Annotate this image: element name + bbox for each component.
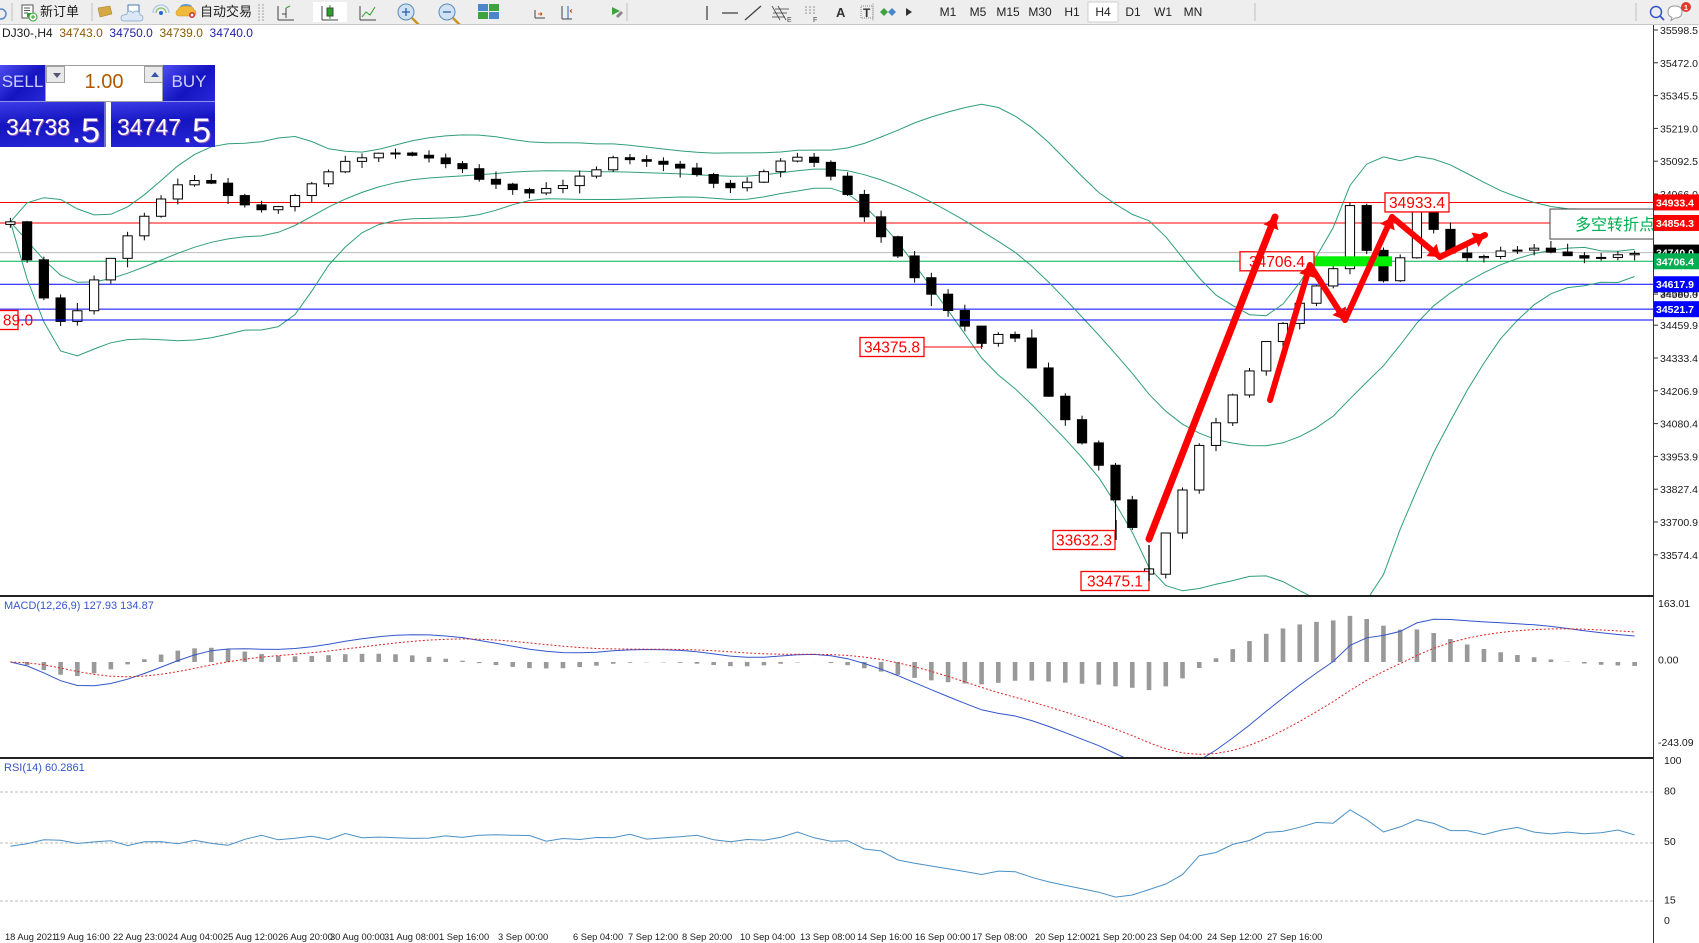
svg-text:33700.9: 33700.9 [1660,517,1698,529]
svg-text:8 Sep 20:00: 8 Sep 20:00 [682,932,732,942]
svg-text:34206.9: 34206.9 [1660,386,1698,398]
svg-text:50: 50 [1664,836,1676,848]
svg-text:34333.4: 34333.4 [1660,353,1698,365]
svg-text:27 Sep 16:00: 27 Sep 16:00 [1267,932,1322,942]
svg-text:新订单: 新订单 [40,4,79,19]
svg-text:3 Sep 00:00: 3 Sep 00:00 [498,932,548,942]
svg-text:33574.4: 33574.4 [1660,550,1698,562]
svg-text:RSI(14) 60.2861: RSI(14) 60.2861 [4,762,85,774]
svg-text:7 Sep 12:00: 7 Sep 12:00 [628,932,678,942]
svg-text:24 Sep 12:00: 24 Sep 12:00 [1207,932,1262,942]
svg-text:30 Aug 00:00: 30 Aug 00:00 [330,932,385,942]
svg-text:H4: H4 [1095,5,1111,19]
svg-text:13 Sep 08:00: 13 Sep 08:00 [800,932,855,942]
svg-text:35092.5: 35092.5 [1660,156,1698,168]
svg-text:16 Sep 00:00: 16 Sep 00:00 [915,932,970,942]
svg-text:M15: M15 [996,5,1020,19]
svg-text:MACD(12,26,9) 127.93 134.87: MACD(12,26,9) 127.93 134.87 [4,600,154,612]
svg-text:15: 15 [1664,894,1676,906]
svg-text:-243.09: -243.09 [1658,737,1694,749]
svg-text:35472.0: 35472.0 [1660,58,1698,70]
svg-text:25 Aug 12:00: 25 Aug 12:00 [223,932,278,942]
svg-text:1 Sep 16:00: 1 Sep 16:00 [439,932,489,942]
svg-text:163.01: 163.01 [1658,598,1690,610]
svg-text:100: 100 [1664,755,1682,767]
svg-text:26 Aug 20:00: 26 Aug 20:00 [278,932,333,942]
svg-text:W1: W1 [1154,5,1172,19]
svg-text:33632.3: 33632.3 [1056,533,1112,550]
svg-text:80: 80 [1664,785,1676,797]
svg-text:34854.3: 34854.3 [1656,218,1694,230]
svg-text:多空转折点: 多空转折点 [1575,216,1653,234]
svg-text:34459.9: 34459.9 [1660,320,1698,332]
svg-text:22 Aug 23:00: 22 Aug 23:00 [113,932,168,942]
svg-text:H1: H1 [1064,5,1080,19]
svg-text:自动交易: 自动交易 [200,4,252,19]
svg-text:34521.7: 34521.7 [1656,304,1694,316]
svg-text:10 Sep 04:00: 10 Sep 04:00 [740,932,795,942]
svg-text:21 Sep 20:00: 21 Sep 20:00 [1090,932,1145,942]
svg-text:F: F [813,17,817,24]
svg-text:35219.0: 35219.0 [1660,123,1698,135]
svg-text:17 Sep 08:00: 17 Sep 08:00 [972,932,1027,942]
svg-text:33953.9: 33953.9 [1660,451,1698,463]
svg-text:1: 1 [1684,3,1688,12]
svg-text:23 Sep 04:00: 23 Sep 04:00 [1147,932,1202,942]
svg-text:14 Sep 16:00: 14 Sep 16:00 [857,932,912,942]
svg-text:89.0: 89.0 [3,313,34,330]
svg-text:34080.4: 34080.4 [1660,419,1698,431]
svg-text:M1: M1 [940,5,957,19]
svg-text:34933.4: 34933.4 [1389,195,1445,212]
svg-text:34617.9: 34617.9 [1656,279,1694,291]
svg-text:35598.5: 35598.5 [1660,25,1698,37]
svg-text:M30: M30 [1028,5,1052,19]
svg-text:34933.4: 34933.4 [1656,197,1694,209]
svg-text:0: 0 [1664,915,1670,927]
svg-text:31 Aug 08:00: 31 Aug 08:00 [384,932,439,942]
svg-text:20 Sep 12:00: 20 Sep 12:00 [1035,932,1090,942]
svg-text:A: A [836,5,846,20]
svg-text:M5: M5 [970,5,987,19]
svg-text:35345.5: 35345.5 [1660,91,1698,103]
svg-text:MN: MN [1184,5,1203,19]
svg-text:E: E [787,17,792,24]
svg-text:18 Aug 2021: 18 Aug 2021 [5,932,57,942]
svg-text:6 Sep 04:00: 6 Sep 04:00 [573,932,623,942]
svg-text:34375.8: 34375.8 [864,340,920,357]
svg-text:19 Aug 16:00: 19 Aug 16:00 [55,932,110,942]
svg-text:D1: D1 [1125,5,1141,19]
svg-text:T: T [863,6,871,20]
svg-text:0.00: 0.00 [1658,655,1679,667]
svg-text:34706.4: 34706.4 [1656,256,1694,268]
svg-text:33827.4: 33827.4 [1660,484,1698,496]
svg-text:24 Aug 04:00: 24 Aug 04:00 [168,932,223,942]
svg-text:33475.1: 33475.1 [1087,574,1143,591]
